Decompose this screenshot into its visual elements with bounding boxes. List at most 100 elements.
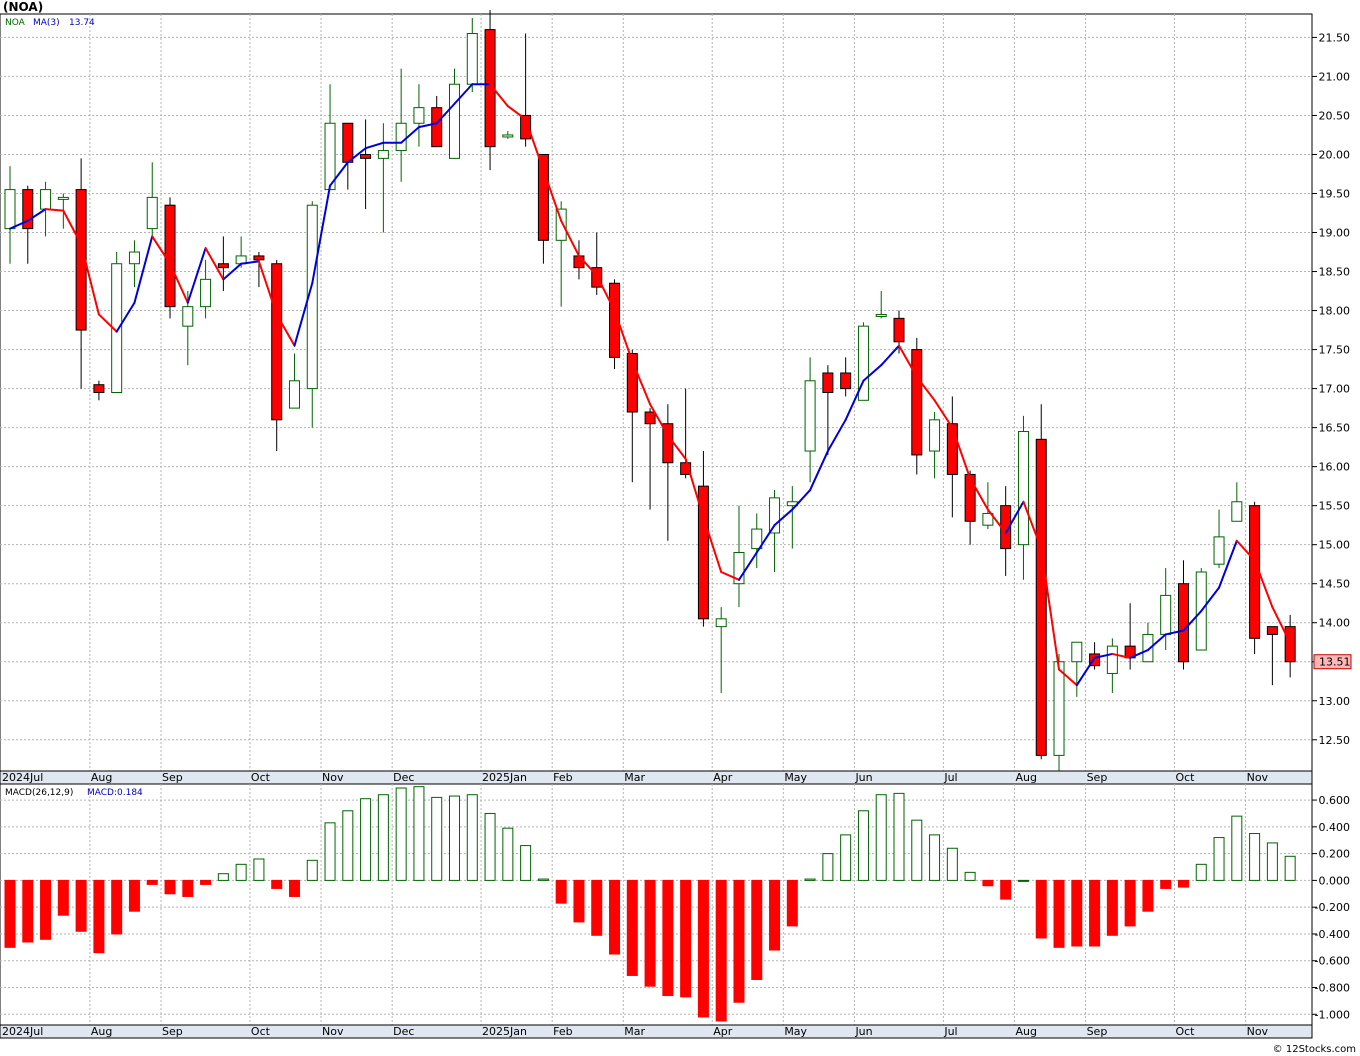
candle[interactable] <box>22 185 34 264</box>
ma-segment <box>222 262 243 281</box>
macd-bar-negative <box>644 879 656 987</box>
candle[interactable] <box>1017 415 1029 580</box>
ma-segment <box>1129 649 1149 659</box>
candle[interactable] <box>413 84 425 147</box>
candle[interactable] <box>1071 641 1083 697</box>
ma-segment <box>186 247 207 304</box>
candle[interactable] <box>804 357 816 483</box>
price-tick-label: 21.00 <box>1319 70 1351 83</box>
candle-body-down <box>75 189 87 331</box>
candle[interactable] <box>146 162 158 237</box>
candle[interactable] <box>1284 614 1296 678</box>
candle[interactable] <box>751 513 763 569</box>
macd-histogram[interactable] <box>4 786 1296 1022</box>
month-label: Apr <box>713 771 733 784</box>
candle[interactable] <box>680 388 692 479</box>
candle[interactable] <box>449 68 460 159</box>
candle[interactable] <box>929 412 941 479</box>
candle[interactable] <box>840 357 852 397</box>
month-label: Oct <box>1175 1025 1195 1038</box>
candle[interactable] <box>93 380 105 401</box>
candlestick-series[interactable] <box>4 10 1296 771</box>
candle[interactable] <box>306 201 318 428</box>
candle[interactable] <box>769 490 781 572</box>
candle[interactable] <box>271 259 283 452</box>
candle[interactable] <box>111 252 123 393</box>
macd-bar-negative <box>1089 879 1101 947</box>
candle-body-down <box>840 372 852 390</box>
candle[interactable] <box>822 365 834 455</box>
macd-bar-positive <box>857 810 869 881</box>
candle[interactable] <box>1177 560 1189 670</box>
month-label: Feb <box>553 1025 572 1038</box>
candle[interactable] <box>431 95 443 148</box>
month-label: Sep <box>1087 1025 1108 1038</box>
candle[interactable] <box>1266 626 1278 686</box>
candle[interactable] <box>982 482 994 530</box>
ma-segment <box>97 313 118 333</box>
candle[interactable] <box>875 291 887 319</box>
candle[interactable] <box>395 68 407 182</box>
ma-segment <box>933 399 954 429</box>
candle[interactable] <box>964 470 976 545</box>
ma-segment <box>1146 633 1167 652</box>
candle[interactable] <box>217 236 229 292</box>
macd-bar-negative <box>1142 879 1154 912</box>
candle[interactable] <box>75 158 87 389</box>
candle-body-up <box>1142 633 1154 663</box>
candle[interactable] <box>1035 404 1047 760</box>
macd-bar-negative <box>982 879 994 887</box>
macd-bar-positive <box>1284 855 1296 881</box>
macd-bar-positive <box>1266 842 1278 881</box>
candle[interactable] <box>1142 622 1154 663</box>
candle[interactable] <box>697 451 709 627</box>
candle[interactable] <box>288 353 300 409</box>
macd-bar-negative <box>200 879 212 885</box>
macd-bar-negative <box>164 879 176 895</box>
candle[interactable] <box>946 396 958 518</box>
macd-bar-negative <box>662 879 674 997</box>
candle[interactable] <box>644 408 656 510</box>
candle[interactable] <box>520 33 532 147</box>
macd-bar-negative <box>609 879 621 955</box>
ma-segment <box>26 208 47 222</box>
candle[interactable] <box>253 252 265 288</box>
ma-segment <box>204 247 225 281</box>
candle[interactable] <box>128 240 140 288</box>
candle-body-up <box>751 528 763 550</box>
candle-body-down <box>697 485 709 620</box>
candle[interactable] <box>200 259 212 319</box>
month-label: Aug <box>1015 1025 1036 1038</box>
candle[interactable] <box>715 607 727 693</box>
macd-bar-negative <box>1106 879 1118 936</box>
candle-body-down <box>1284 626 1296 663</box>
candle-body-up <box>1231 501 1243 522</box>
price-tick-label: 20.50 <box>1319 109 1351 122</box>
candle[interactable] <box>360 119 372 210</box>
candle[interactable] <box>1249 501 1261 654</box>
candle[interactable] <box>1231 482 1243 522</box>
candle[interactable] <box>1213 509 1225 569</box>
ma-segment <box>1253 559 1274 609</box>
candle[interactable] <box>1195 568 1207 651</box>
macd-bar-negative <box>1053 879 1065 948</box>
candle[interactable] <box>1053 653 1065 771</box>
candle[interactable] <box>609 279 621 370</box>
ma-segment <box>524 118 545 172</box>
candle[interactable] <box>502 131 514 139</box>
candle[interactable] <box>1089 642 1101 670</box>
ma-segment <box>862 364 883 382</box>
candle[interactable] <box>911 337 923 475</box>
candle[interactable] <box>1106 638 1118 693</box>
candle[interactable] <box>626 349 638 483</box>
ma-segment <box>453 83 474 105</box>
candle[interactable] <box>733 505 745 608</box>
candle-body-up <box>555 208 567 241</box>
candle[interactable] <box>484 10 496 171</box>
candle-body-up <box>4 189 16 230</box>
candle[interactable] <box>377 123 389 233</box>
macd-bar-negative <box>93 879 105 954</box>
candle-body-up <box>1017 431 1029 546</box>
candle[interactable] <box>857 322 869 401</box>
macd-bar-positive <box>342 810 354 881</box>
